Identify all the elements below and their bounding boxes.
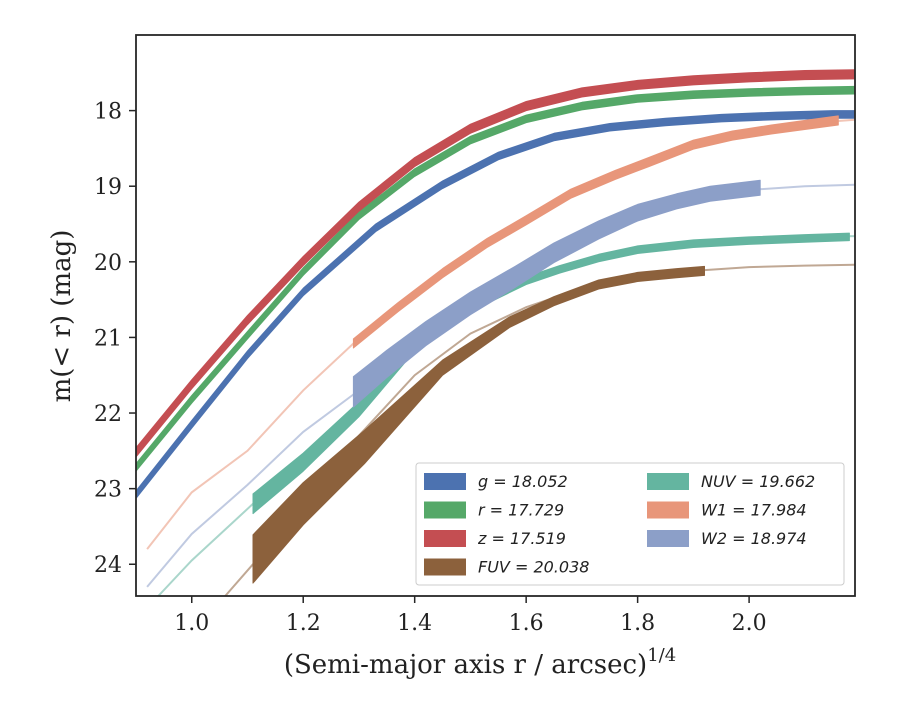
x-axis-label: (Semi-major axis r / arcsec)1/4 bbox=[284, 645, 676, 680]
y-tick-label: 20 bbox=[94, 251, 122, 276]
x-tick-label: 1.4 bbox=[397, 611, 432, 636]
x-axis-label-text: (Semi-major axis r / arcsec) bbox=[284, 650, 647, 680]
y-tick-label: 22 bbox=[94, 402, 122, 427]
x-tick-label: 1.2 bbox=[286, 611, 321, 636]
legend-swatch-3 bbox=[424, 559, 466, 576]
x-axis: 1.0 1.2 1.4 1.6 1.8 2.0 bbox=[174, 596, 766, 636]
legend-label-3: FUV = 20.038 bbox=[478, 558, 589, 577]
y-tick-label: 21 bbox=[94, 326, 122, 351]
y-tick-label: 24 bbox=[94, 553, 122, 578]
legend-label-6: W2 = 18.974 bbox=[701, 529, 807, 548]
legend-swatch-0 bbox=[424, 473, 466, 490]
x-tick-label: 1.0 bbox=[174, 611, 209, 636]
y-tick-label: 19 bbox=[94, 175, 122, 200]
legend-swatch-2 bbox=[424, 530, 466, 547]
legend-swatch-4 bbox=[647, 473, 689, 490]
legend: g = 18.052 r = 17.729 z = 17.519 FUV = 20.0… bbox=[416, 463, 844, 585]
y-tick-label: 23 bbox=[94, 478, 122, 503]
legend-swatch-5 bbox=[647, 502, 689, 519]
y-axis: 18 19 20 21 22 23 24 bbox=[94, 100, 136, 579]
legend-label-4: NUV = 19.662 bbox=[701, 472, 815, 491]
x-tick-label: 1.6 bbox=[509, 611, 544, 636]
x-tick-label: 1.8 bbox=[620, 611, 655, 636]
y-tick-label: 18 bbox=[94, 100, 122, 125]
legend-swatch-1 bbox=[424, 502, 466, 519]
legend-swatch-6 bbox=[647, 530, 689, 547]
chart: 1.0 1.2 1.4 1.6 1.8 2.0 18 19 20 21 22 23 24 (Semi-… bbox=[0, 0, 900, 700]
legend-label-0: g = 18.052 bbox=[478, 472, 568, 491]
x-axis-label-exponent: 1/4 bbox=[647, 645, 676, 666]
legend-label-2: z = 17.519 bbox=[477, 529, 566, 548]
legend-label-5: W1 = 17.984 bbox=[701, 501, 807, 520]
legend-label-1: r = 17.729 bbox=[478, 501, 564, 520]
x-tick-label: 2.0 bbox=[732, 611, 767, 636]
y-axis-label: m(< r) (mag) bbox=[47, 230, 77, 403]
